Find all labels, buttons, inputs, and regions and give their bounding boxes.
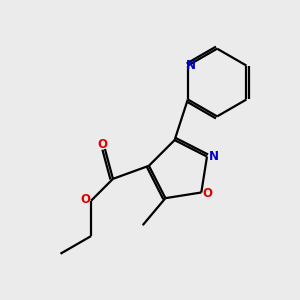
Text: O: O: [81, 193, 91, 206]
Text: O: O: [98, 138, 108, 151]
Text: O: O: [203, 188, 213, 200]
Text: N: N: [186, 59, 196, 72]
Text: N: N: [208, 150, 218, 163]
